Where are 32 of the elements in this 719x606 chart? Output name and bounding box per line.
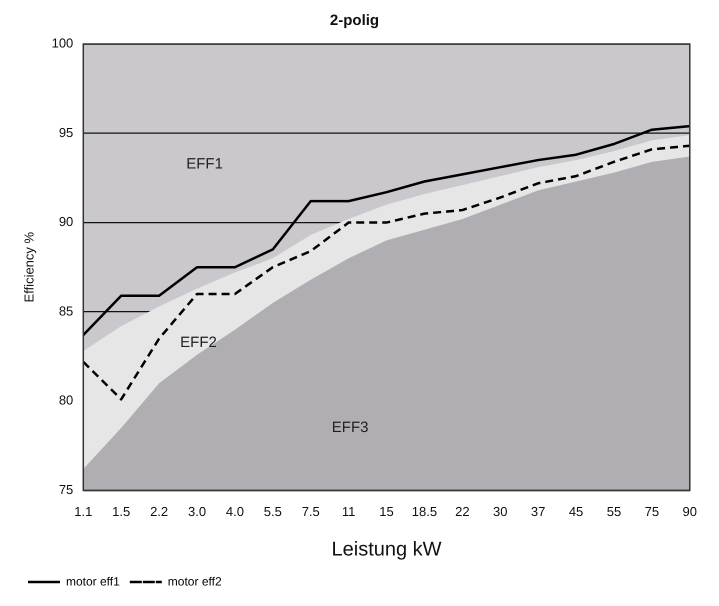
annotation: EFF3 — [332, 419, 368, 436]
x-tick-label: 15 — [379, 504, 394, 519]
x-tick-label: 90 — [682, 504, 698, 519]
legend-label: motor eff1 — [66, 574, 120, 588]
y-tick-label: 85 — [58, 303, 74, 318]
x-axis-title: Leistung kW — [332, 538, 442, 561]
x-tick-label: 7.5 — [302, 504, 320, 519]
x-tick-label: 37 — [530, 504, 546, 519]
x-tick-label: 1.5 — [112, 504, 130, 519]
x-tick-label: 11 — [342, 504, 356, 519]
y-tick-label: 80 — [58, 392, 74, 408]
annotation: EFF2 — [180, 334, 217, 352]
x-tick-label: 3.0 — [188, 504, 206, 519]
annotation: EFF1 — [186, 156, 223, 173]
legend-label: motor eff2 — [168, 574, 222, 588]
x-tick-label: 18.5 — [412, 504, 438, 519]
x-tick-label: 45 — [568, 504, 584, 519]
x-tick-label: 22 — [455, 504, 470, 519]
chart-title: 2-polig — [330, 12, 380, 30]
y-axis-title: Efficiency % — [21, 231, 36, 302]
line-series — [82, 144, 692, 401]
y-tick-label: 75 — [58, 482, 74, 497]
y-tick-label: 100 — [52, 36, 74, 51]
y-tick-label: 95 — [58, 124, 74, 140]
x-tick-label: 2.2 — [150, 504, 168, 519]
y-tick-label: 90 — [58, 214, 74, 230]
x-tick-label: 4.0 — [226, 504, 244, 519]
x-tick-label: 5.5 — [264, 504, 282, 519]
x-tick-label: 1.1 — [74, 504, 92, 519]
x-tick-label: 75 — [644, 504, 660, 519]
x-tick-label: 30 — [493, 504, 508, 519]
x-tick-label: 55 — [606, 504, 622, 519]
